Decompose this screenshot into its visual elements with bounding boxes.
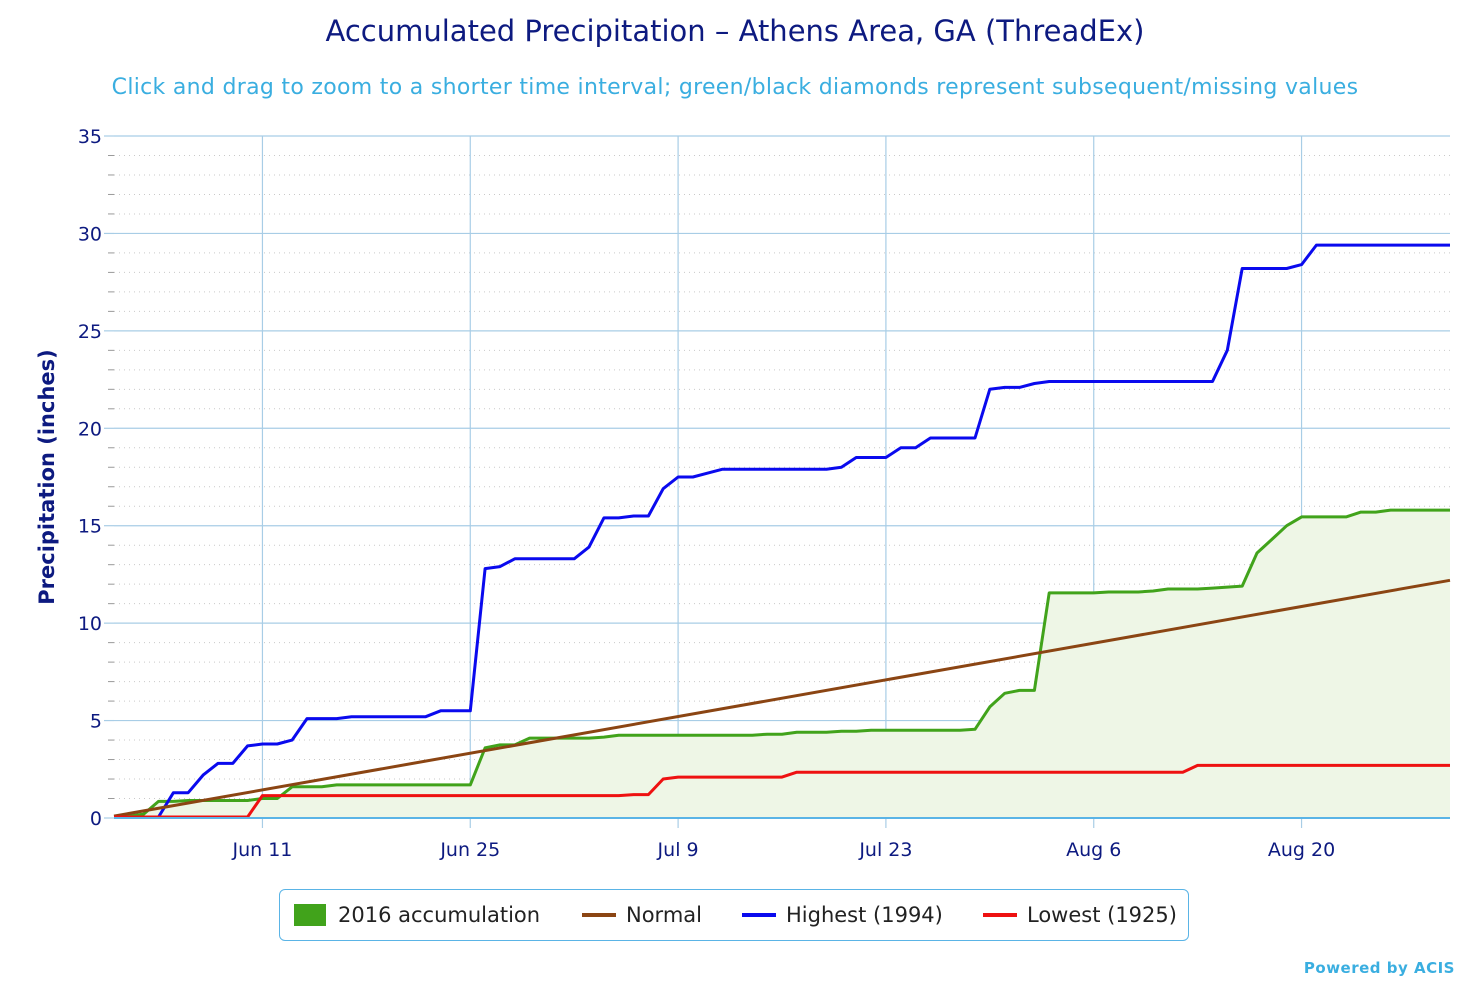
legend-label-lowest: Lowest (1925) bbox=[1027, 903, 1177, 927]
legend: 2016 accumulation Normal Highest (1994) … bbox=[279, 889, 1189, 941]
legend-swatch-normal bbox=[582, 913, 616, 917]
legend-swatch-lowest bbox=[983, 913, 1017, 917]
legend-swatch-highest bbox=[742, 913, 776, 917]
y-tick-label: 35 bbox=[78, 126, 102, 148]
x-tick-label: Aug 6 bbox=[1066, 839, 1121, 861]
x-tick-label: Aug 20 bbox=[1268, 839, 1335, 861]
y-tick-label: 25 bbox=[78, 321, 102, 343]
y-tick-label: 20 bbox=[78, 418, 102, 440]
y-tick-label: 15 bbox=[78, 516, 102, 538]
legend-swatch-2016 bbox=[294, 904, 326, 926]
x-tick-label: Jun 25 bbox=[439, 839, 500, 861]
legend-item-highest[interactable]: Highest (1994) bbox=[742, 903, 943, 927]
y-tick-label: 30 bbox=[78, 223, 102, 245]
x-tick-label: Jul 9 bbox=[657, 839, 699, 861]
legend-label-2016: 2016 accumulation bbox=[338, 903, 540, 927]
series-2016-area bbox=[114, 510, 1450, 818]
legend-item-normal[interactable]: Normal bbox=[582, 903, 702, 927]
legend-item-lowest[interactable]: Lowest (1925) bbox=[983, 903, 1177, 927]
x-tick-label: Jun 11 bbox=[231, 839, 292, 861]
legend-label-normal: Normal bbox=[626, 903, 702, 927]
x-tick-label: Jul 23 bbox=[858, 839, 912, 861]
y-tick-label: 5 bbox=[90, 711, 102, 733]
powered-by-credit[interactable]: Powered by ACIS bbox=[1304, 959, 1455, 977]
legend-label-highest: Highest (1994) bbox=[786, 903, 943, 927]
y-tick-label: 0 bbox=[90, 808, 102, 830]
y-tick-label: 10 bbox=[78, 613, 102, 635]
legend-item-2016[interactable]: 2016 accumulation bbox=[294, 903, 540, 927]
y-axis-title: Precipitation (inches) bbox=[35, 349, 59, 605]
